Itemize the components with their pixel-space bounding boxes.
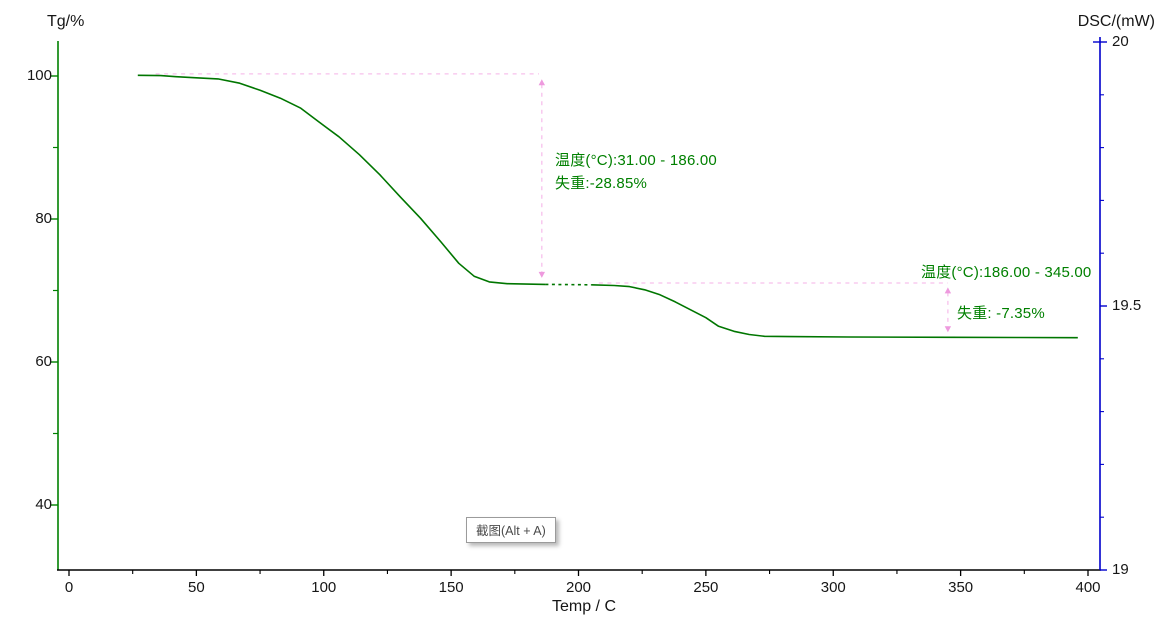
x-axis-tick-label: 150 (438, 579, 464, 596)
right-axis-tick-label: 20 (1112, 33, 1129, 50)
x-axis-tick-label: 300 (820, 579, 846, 596)
left-axis-tick-label: 60 (35, 353, 52, 370)
x-axis-tick-label: 0 (64, 579, 74, 596)
left-axis-title: Tg/% (47, 13, 85, 30)
tg-curve-segment-1 (137, 74, 546, 286)
annotation-step2-weight-loss: 失重: -7.35% (957, 305, 1045, 322)
x-axis-tick-label: 250 (693, 579, 719, 596)
x-axis-tick-label: 350 (948, 579, 974, 596)
right-axis-tick-label: 19.5 (1112, 297, 1142, 314)
x-axis-tick-label: 100 (311, 579, 337, 596)
left-axis-tick-label: 80 (35, 210, 52, 227)
annotation-step1-temp-range: 温度(°C):31.00 - 186.00 (555, 152, 717, 169)
left-axis-tick-label: 100 (26, 67, 52, 84)
x-axis-tick-label: 50 (188, 579, 205, 596)
x-axis-tick-label: 400 (1075, 579, 1101, 596)
x-axis-title: Temp / C (551, 598, 616, 615)
step1-arrowhead-up-icon (538, 79, 546, 86)
right-axis-tick-label: 19 (1112, 561, 1129, 578)
annotation-step2-temp-range: 温度(°C):186.00 - 345.00 (921, 264, 1092, 281)
step2-arrowhead-down-icon (944, 326, 952, 333)
annotation-step1-weight-loss: 失重:-28.85% (555, 175, 648, 192)
screenshot-hotkey-tooltip: 截图(Alt + A) (466, 517, 556, 543)
x-axis-tick-label: 200 (565, 579, 592, 596)
tg-curve-segment-3 (591, 284, 1078, 339)
right-axis-title: DSC/(mW) (1077, 13, 1155, 30)
left-axis-tick-label: 40 (35, 496, 52, 513)
step2-arrowhead-up-icon (944, 287, 952, 294)
step1-arrowhead-down-icon (538, 271, 546, 278)
